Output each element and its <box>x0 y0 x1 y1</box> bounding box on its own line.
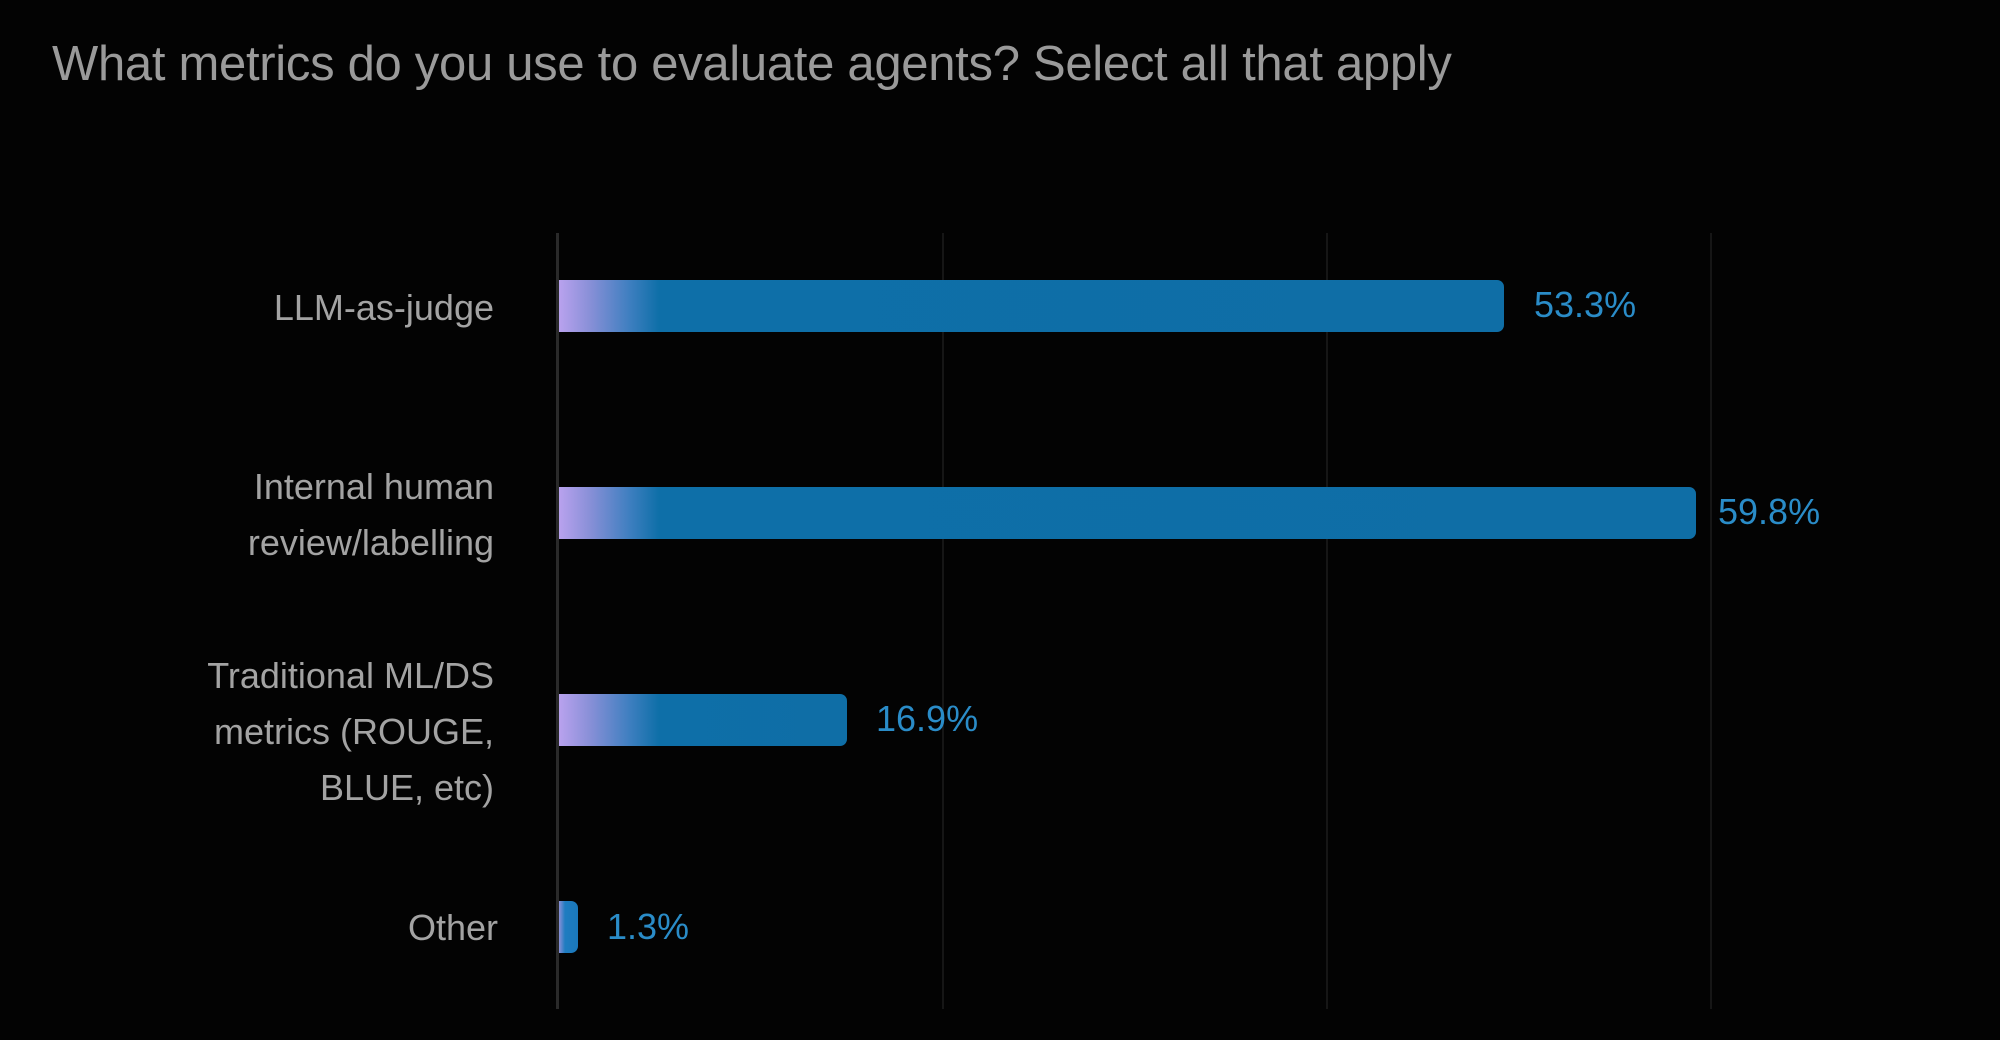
y-axis-line <box>556 233 559 1009</box>
gridline-60 <box>1710 233 1712 1009</box>
category-label-other: Other <box>407 907 498 948</box>
gridline-20 <box>942 233 944 1009</box>
value-label-internal-human-review: 59.8% <box>1718 491 1821 532</box>
chart-title: What metrics do you use to evaluate agen… <box>52 37 1452 91</box>
category-label-internal-human-review: Internal human review/labelling <box>247 466 494 563</box>
gridline-40 <box>1326 233 1328 1009</box>
bar-other <box>559 901 578 953</box>
bar-internal-human-review <box>559 487 1696 539</box>
category-label-traditional-ml-ds-metrics: Traditional ML/DS metrics (ROUGE, BLUE, … <box>207 655 494 808</box>
value-label-llm-as-judge: 53.3% <box>1534 284 1637 325</box>
value-label-other: 1.3% <box>607 906 690 947</box>
bar-llm-as-judge <box>559 280 1504 332</box>
value-label-traditional-ml-ds-metrics: 16.9% <box>876 698 979 739</box>
category-label-llm-as-judge: LLM-as-judge <box>273 287 494 328</box>
bar-traditional-ml-ds-metrics <box>559 694 847 746</box>
